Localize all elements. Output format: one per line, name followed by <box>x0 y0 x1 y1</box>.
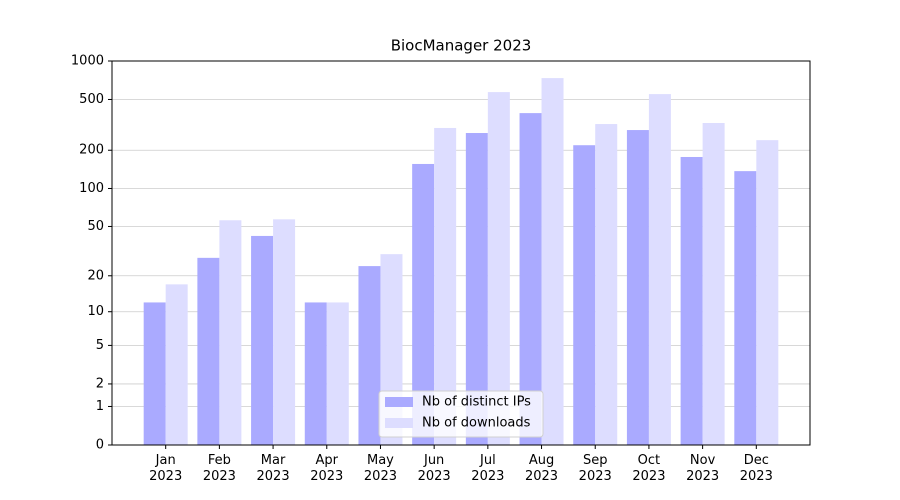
legend-box <box>378 390 544 438</box>
y-tick-label: 20 <box>87 268 104 283</box>
x-tick-label: Mar 2023 <box>256 453 290 484</box>
bar <box>519 113 542 445</box>
bar <box>702 123 725 445</box>
bar <box>487 92 510 445</box>
x-tick-label: Sep 2023 <box>578 453 612 484</box>
bar <box>197 257 220 445</box>
y-tick-label: 200 <box>79 143 104 158</box>
legend-label: Nb of downloads <box>422 416 531 431</box>
bar <box>626 130 649 445</box>
bar <box>434 127 457 445</box>
legend-swatch <box>385 418 413 428</box>
bar <box>304 302 327 445</box>
y-tick-label: 500 <box>79 92 104 107</box>
x-tick-label: Jun 2023 <box>417 453 451 484</box>
plot-frame <box>111 60 811 446</box>
bar <box>595 124 618 445</box>
bar <box>756 140 779 445</box>
bar <box>165 284 188 445</box>
x-tick-label: Jan 2023 <box>149 453 183 484</box>
bar <box>358 266 381 445</box>
y-tick-label: 100 <box>79 181 104 196</box>
y-tick-label: 1000 <box>71 54 104 69</box>
y-tick-label: 5 <box>96 338 104 353</box>
y-tick-label: 2 <box>96 376 104 391</box>
bar <box>326 302 349 445</box>
y-tick-label: 50 <box>87 219 104 234</box>
bar <box>251 235 274 445</box>
x-tick-label: Apr 2023 <box>310 453 344 484</box>
x-tick-label: Dec 2023 <box>739 453 773 484</box>
y-tick-label: 10 <box>87 304 104 319</box>
bar <box>541 78 564 446</box>
bar <box>412 163 435 445</box>
bar <box>680 156 703 445</box>
bar <box>573 145 596 446</box>
bar <box>219 220 242 445</box>
x-tick-label: May 2023 <box>363 453 397 484</box>
bar <box>465 133 488 446</box>
x-tick-label: Feb 2023 <box>202 453 236 484</box>
bar <box>734 171 757 445</box>
legend: Nb of distinct IPs Nb of downloads <box>378 390 544 438</box>
legend-label: Nb of distinct IPs <box>422 395 531 410</box>
x-tick-label: Nov 2023 <box>686 453 720 484</box>
y-tick-label: 0 <box>96 438 104 453</box>
chart-title: BiocManager 2023 <box>391 37 532 55</box>
legend-swatch <box>385 397 413 407</box>
bar <box>648 94 671 445</box>
y-tick-label: 1 <box>96 399 104 414</box>
x-tick-label: Aug 2023 <box>524 453 559 484</box>
x-tick-label: Oct 2023 <box>632 453 666 484</box>
bar <box>143 302 166 445</box>
x-tick-label: Jul 2023 <box>471 453 505 484</box>
bar <box>273 219 296 445</box>
